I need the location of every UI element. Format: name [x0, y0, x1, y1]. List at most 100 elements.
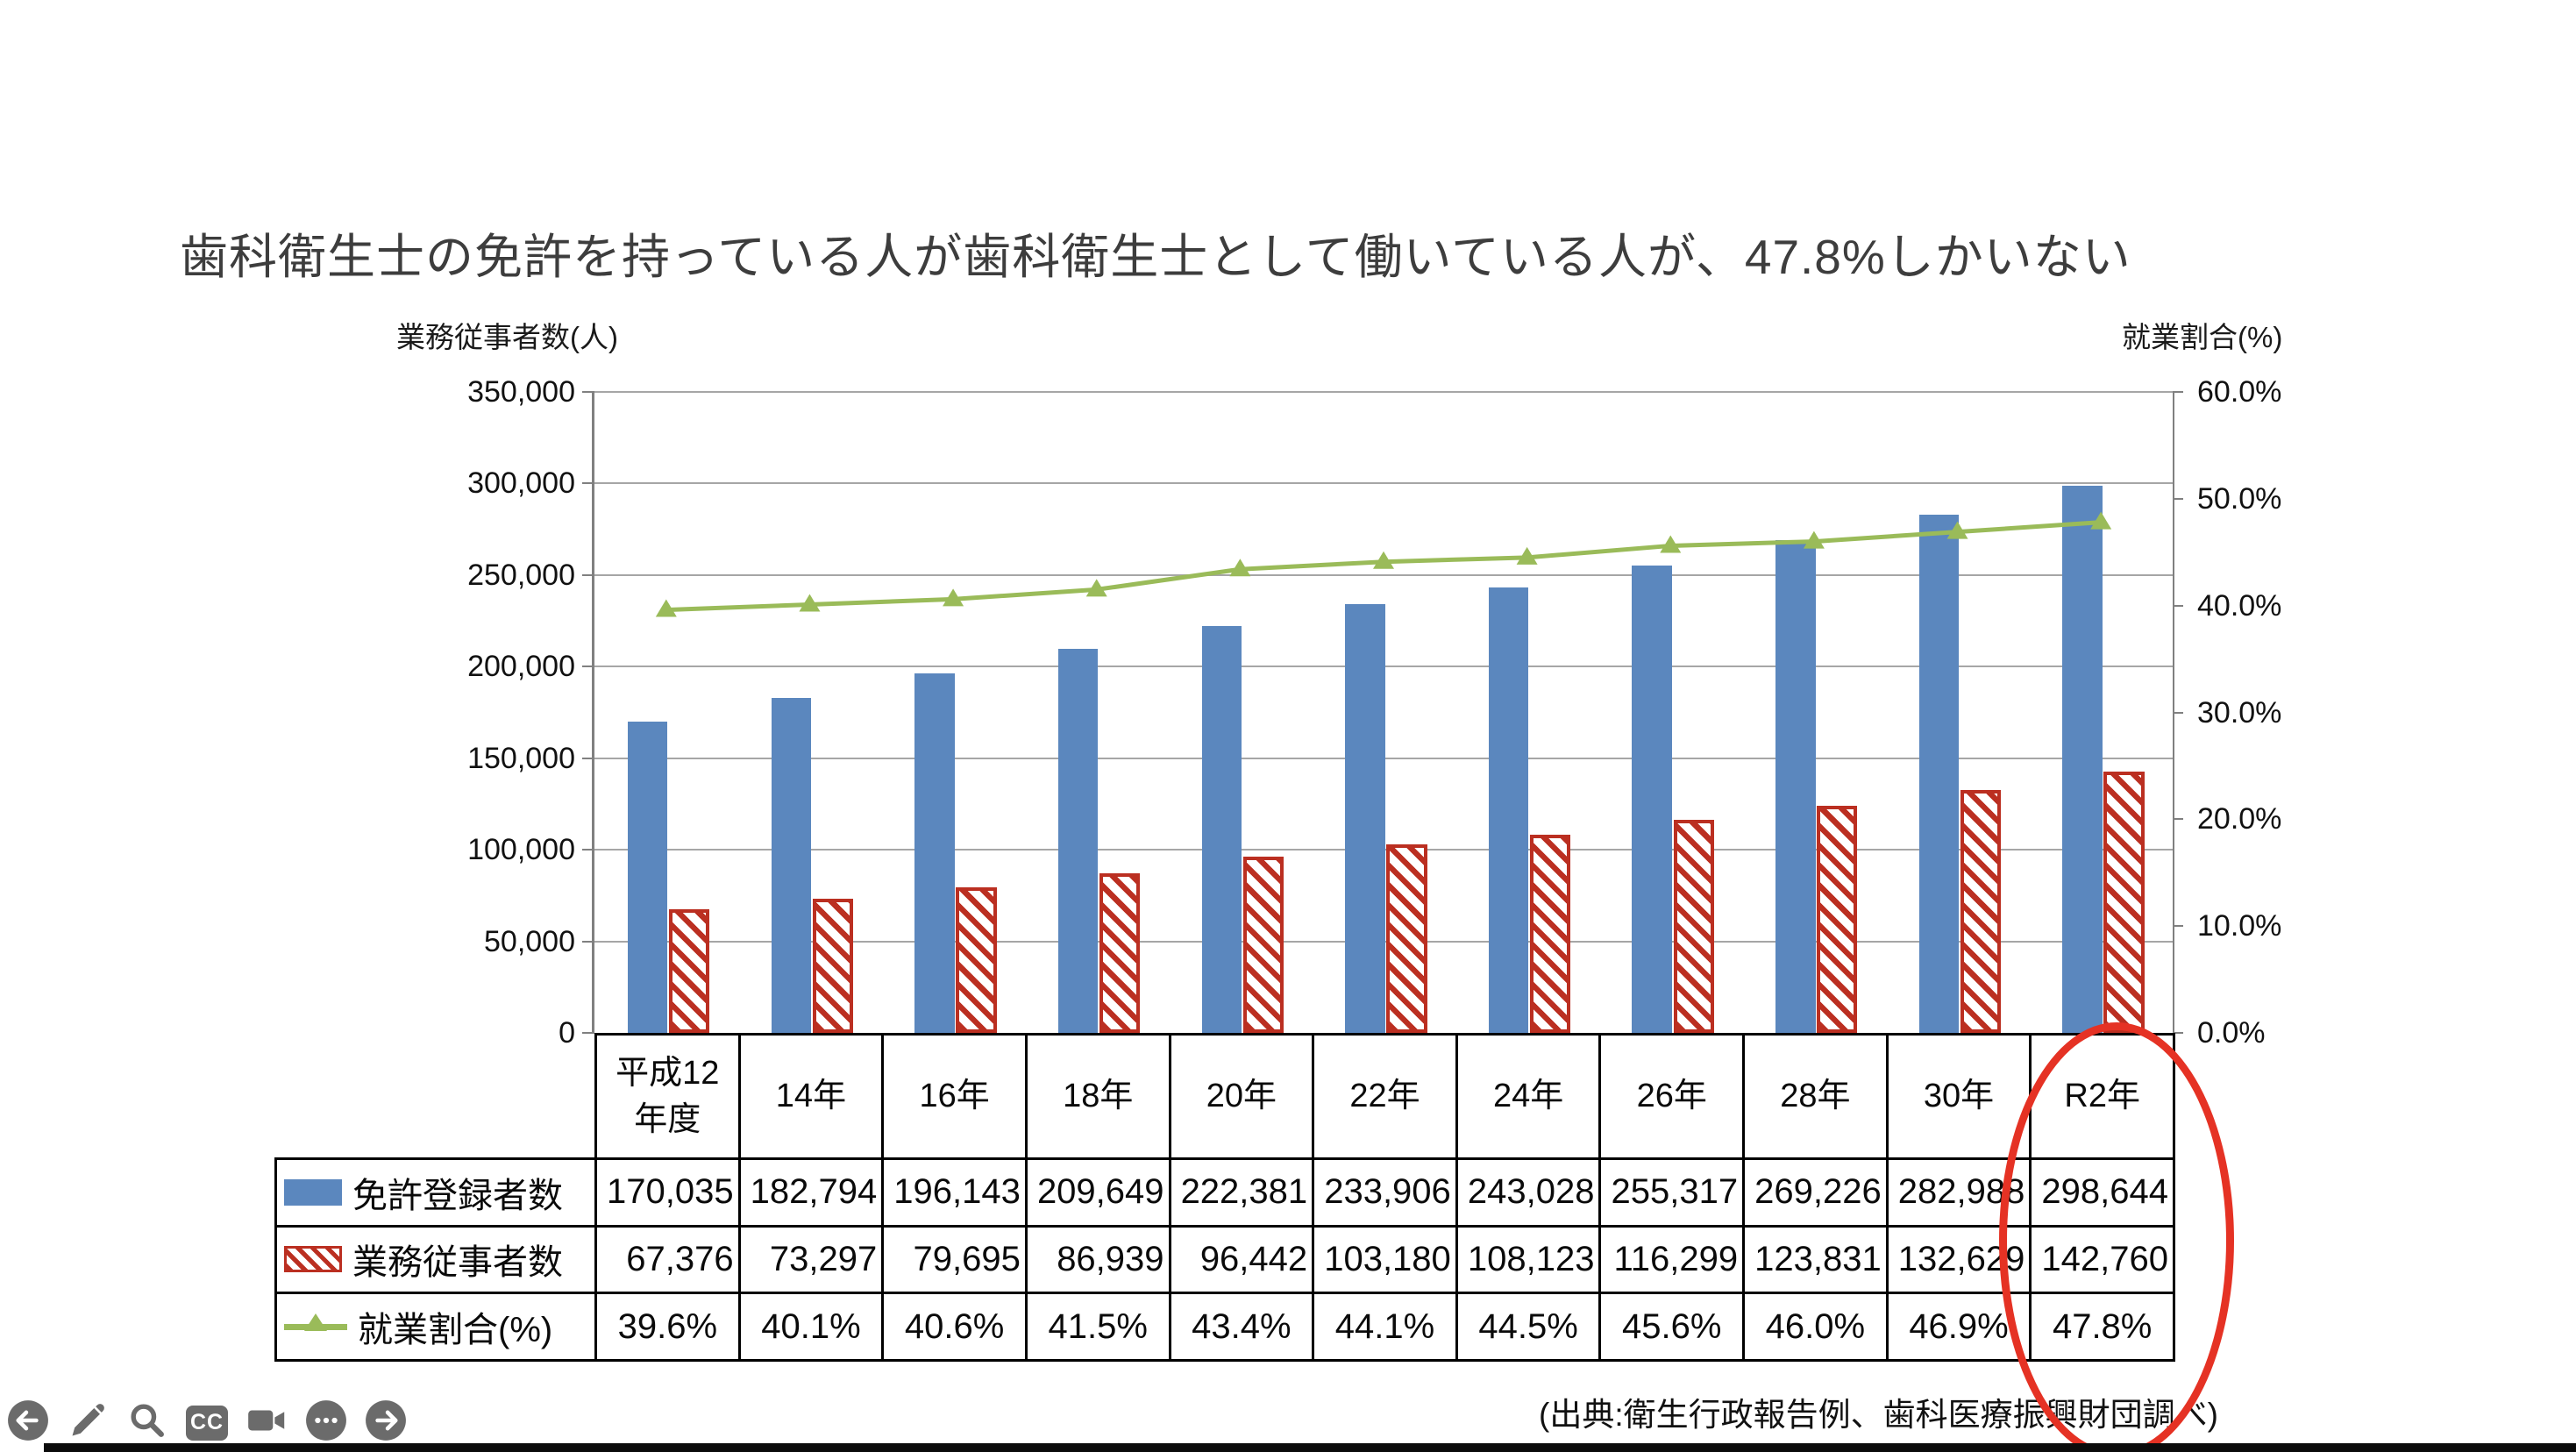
value-cell: 298,644 [2029, 1157, 2173, 1225]
right-axis-tick [2173, 925, 2183, 928]
closed-captions-icon: CC [186, 1405, 228, 1441]
value-cell: 47.8% [2029, 1292, 2173, 1359]
year-header-cell: 30年 [1885, 1033, 2030, 1157]
legend-label: 就業割合(%) [358, 1311, 553, 1350]
cc-label: CC [189, 1410, 224, 1434]
year-header-cell: 20年 [1168, 1033, 1313, 1157]
bar-working [1099, 873, 1141, 1033]
value-cell: 123,831 [1742, 1224, 1886, 1292]
back-button[interactable] [6, 1399, 50, 1442]
year-header-cell: 26年 [1598, 1033, 1743, 1157]
right-axis-tick [2173, 604, 2183, 607]
bottom-bar [44, 1443, 2576, 1452]
value-cell: 222,381 [1168, 1157, 1313, 1225]
value-cell: 45.6% [1598, 1292, 1743, 1359]
year-header-cell: 16年 [881, 1033, 1025, 1157]
source-note: (出典:衛生行政報告例、歯科医療振興財団調べ) [1539, 1397, 2218, 1433]
captions-button[interactable]: CC [185, 1399, 229, 1442]
legend-swatch-hatched-bar [284, 1246, 342, 1273]
camera-button[interactable] [245, 1399, 288, 1442]
value-cell: 40.6% [881, 1292, 1025, 1359]
right-axis-tick-label: 60.0% [2197, 375, 2282, 409]
employment-rate-line [665, 520, 2102, 613]
bar-licensed [2062, 486, 2103, 1033]
value-cell: 132,629 [1885, 1224, 2030, 1292]
line-marker-triangle [1085, 579, 1107, 597]
line-marker-triangle [1660, 535, 1682, 553]
bar-licensed [1775, 539, 1816, 1033]
y-axis-tick-label: 200,000 [467, 650, 575, 684]
year-header-cell: 平成12 年度 [594, 1033, 738, 1157]
right-axis-tick-label: 40.0% [2197, 588, 2282, 623]
y-axis-tick [582, 1032, 594, 1034]
right-axis-tick-label: 0.0% [2197, 1016, 2266, 1050]
value-cell: 44.1% [1312, 1292, 1455, 1359]
bar-licensed [627, 721, 668, 1033]
y-axis-tick-label: 50,000 [484, 924, 575, 958]
line-marker-triangle [1373, 551, 1394, 569]
draw-button[interactable] [66, 1399, 110, 1442]
value-cell: 39.6% [594, 1292, 738, 1359]
y-axis-tick-label: 300,000 [467, 466, 575, 501]
value-cell: 86,939 [1024, 1224, 1169, 1292]
gridline [594, 482, 2173, 485]
line-marker-triangle [943, 588, 964, 607]
value-cell: 103,180 [1312, 1224, 1455, 1292]
pencil-icon [72, 1404, 104, 1436]
value-cell: 46.9% [1885, 1292, 2030, 1359]
right-axis-tick-label: 30.0% [2197, 695, 2282, 730]
line-marker-triangle [799, 594, 821, 612]
table-bottom-border [274, 1359, 2175, 1362]
year-header-cell: 14年 [737, 1033, 882, 1157]
value-cell: 40.1% [737, 1292, 882, 1359]
y-axis-tick-label: 100,000 [467, 833, 575, 867]
magnifier-icon [131, 1404, 164, 1437]
bar-licensed [914, 673, 955, 1033]
value-cell: 46.0% [1742, 1292, 1886, 1359]
bar-licensed [1632, 565, 1672, 1033]
year-header-cell: R2年 [2029, 1033, 2173, 1157]
bar-licensed [1201, 625, 1242, 1033]
value-cell: 67,376 [594, 1224, 738, 1292]
left-axis-title: 業務従事者数(人) [396, 321, 618, 353]
value-cell: 182,794 [737, 1157, 882, 1225]
triangle-marker-icon [304, 1313, 327, 1331]
legend-label: 免許登録者数 [352, 1176, 563, 1215]
value-cell: 269,226 [1742, 1157, 1886, 1225]
right-axis-tick-label: 10.0% [2197, 909, 2282, 943]
value-cell: 196,143 [881, 1157, 1025, 1225]
line-marker-triangle [655, 599, 677, 617]
value-cell: 96,442 [1168, 1224, 1313, 1292]
right-axis-tick [2173, 711, 2183, 714]
value-cell: 142,760 [2029, 1224, 2173, 1292]
table-right-border [2173, 1033, 2175, 1362]
legend-cell: 免許登録者数 [274, 1157, 594, 1225]
bar-working [669, 909, 710, 1033]
legend-swatch-blue-bar [284, 1178, 342, 1206]
bar-working [812, 898, 854, 1033]
zoom-button[interactable] [125, 1399, 169, 1442]
year-header-cell: 18年 [1024, 1033, 1169, 1157]
legend-cell: 業務従事者数 [274, 1224, 594, 1292]
y-axis-tick-label: 250,000 [467, 558, 575, 592]
value-cell: 233,906 [1312, 1157, 1455, 1225]
ellipsis-icon [306, 1400, 346, 1441]
bar-licensed [1345, 604, 1385, 1033]
bar-licensed [1918, 514, 1960, 1033]
page-title: 歯科衛生士の免許を持っている人が歯科衛生士として働いている人が、47.8%しかい… [180, 230, 2131, 284]
year-header-cell: 22年 [1312, 1033, 1455, 1157]
value-cell: 41.5% [1024, 1292, 1169, 1359]
y-axis-line [592, 392, 594, 1033]
right-axis-title: 就業割合(%) [2122, 321, 2283, 353]
right-axis-tick [2173, 497, 2183, 500]
next-button[interactable] [364, 1399, 408, 1442]
right-axis-tick [2173, 1032, 2183, 1034]
more-button[interactable] [304, 1399, 348, 1442]
year-header-cell: 28年 [1742, 1033, 1886, 1157]
bar-working [956, 886, 997, 1033]
legend-label: 業務従事者数 [352, 1243, 563, 1283]
value-cell: 79,695 [881, 1224, 1025, 1292]
video-camera-icon [248, 1410, 285, 1431]
bar-licensed [1488, 587, 1529, 1033]
